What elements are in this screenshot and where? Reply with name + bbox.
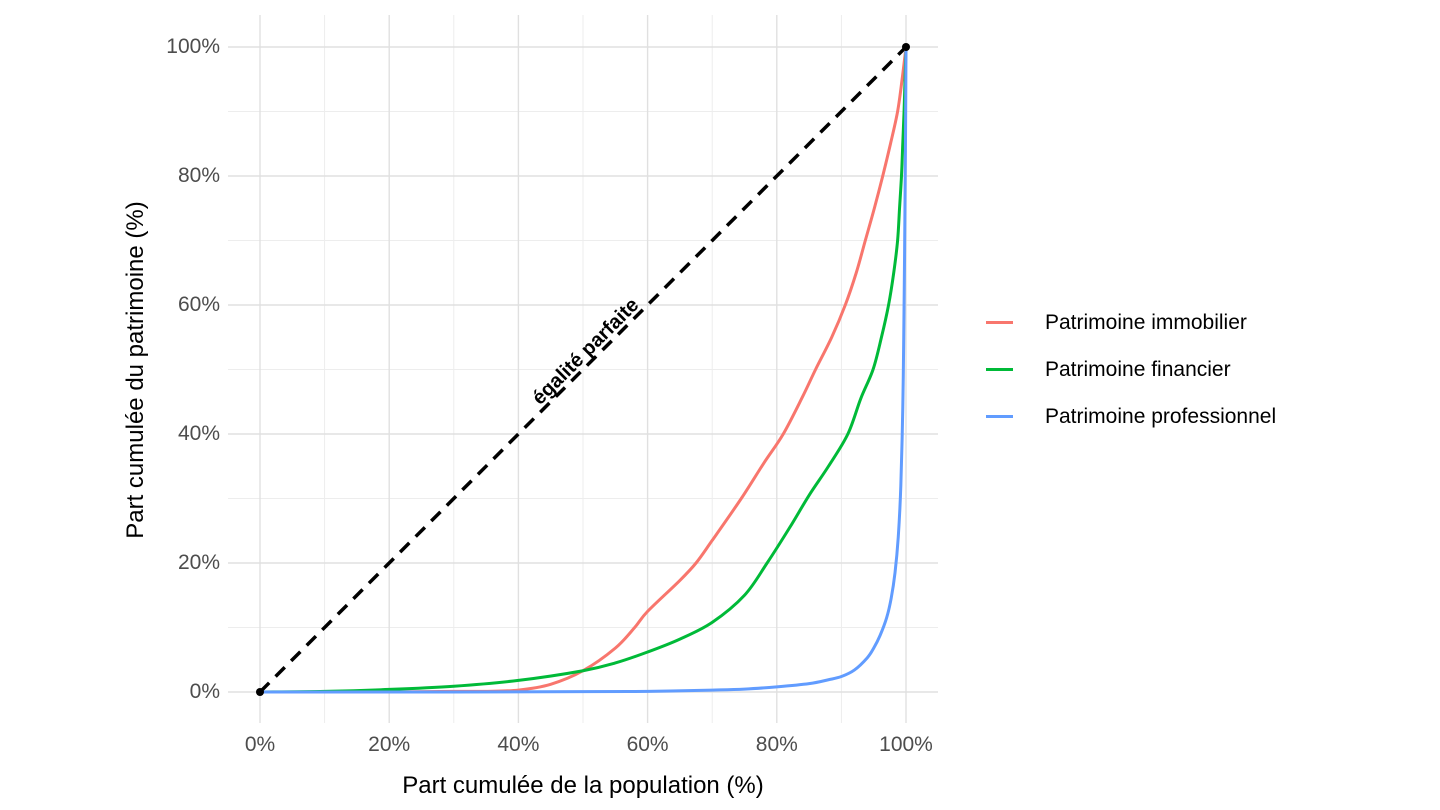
legend-line-swatch-financier	[986, 368, 1013, 371]
y-tick-label-100: 100%	[166, 35, 220, 58]
legend-line-swatch-professionnel	[986, 415, 1013, 418]
y-tick-label-60: 60%	[177, 293, 220, 316]
equality-endpoint-dot	[902, 43, 910, 51]
x-tick-label-100: 100%	[879, 733, 933, 756]
legend-label-financier: Patrimoine financier	[1045, 357, 1231, 381]
x-tick-label-60: 60%	[626, 733, 669, 756]
legend: Patrimoine immobilier Patrimoine financi…	[986, 299, 1276, 440]
y-tick-label-20: 20%	[177, 551, 220, 574]
y-tick-label-40: 40%	[177, 422, 220, 445]
legend-label-professionnel: Patrimoine professionnel	[1045, 404, 1277, 428]
legend-line-swatch-immobilier	[986, 321, 1013, 324]
x-tick-label-0: 0%	[244, 733, 276, 756]
legend-item-patrimoine-professionnel: Patrimoine professionnel	[986, 393, 1276, 440]
y-axis-title: Part cumulée du patrimoine (%)	[122, 201, 149, 539]
x-tick-label-20: 20%	[368, 733, 411, 756]
series-line-patrimoine-professionnel	[258, 45, 908, 694]
legend-label-immobilier: Patrimoine immobilier	[1045, 310, 1247, 334]
equality-endpoint-dot	[256, 688, 264, 696]
x-tick-label-80: 80%	[755, 733, 798, 756]
series-line-patrimoine-financier	[258, 45, 908, 694]
x-tick-label-40: 40%	[497, 733, 540, 756]
y-tick-label-0: 0%	[189, 680, 220, 703]
legend-item-patrimoine-financier: Patrimoine financier	[986, 346, 1276, 393]
x-axis-title: Part cumulée de la population (%)	[402, 772, 764, 799]
legend-item-patrimoine-immobilier: Patrimoine immobilier	[986, 299, 1276, 346]
y-tick-label-80: 80%	[177, 164, 220, 187]
equality-line	[258, 45, 908, 694]
